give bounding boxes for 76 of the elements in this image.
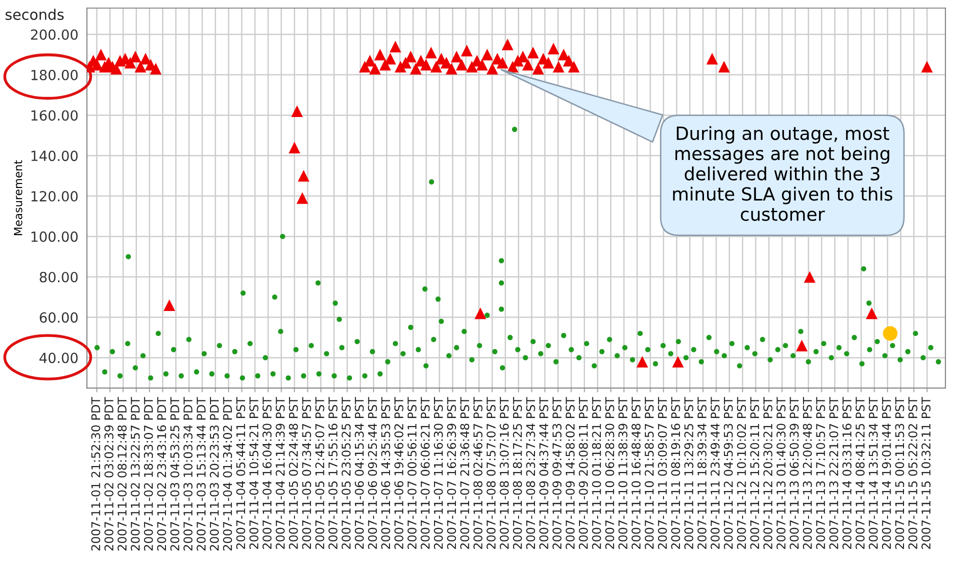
x-tick-label: 2007-11-05 07:34:57 PST <box>302 397 312 549</box>
y-tick-label: 100.00 <box>32 231 78 242</box>
x-tick-label: 2007-11-08 13:07:16 PST <box>500 397 509 549</box>
x-tick-label: 2007-11-13 01:40:30 PST <box>776 397 786 549</box>
x-tick-label: 2007-11-03 04:53:25 PDT <box>170 397 180 551</box>
x-tick-label: 2007-11-02 03:02:39 PDT <box>104 397 114 551</box>
x-tick-label: 2007-11-04 01:34:02 PDT <box>223 397 232 551</box>
x-tick-label: 2007-11-14 19:01:44 PST <box>882 397 891 549</box>
x-tick-label: 2007-11-03 15:13:44 PDT <box>196 397 206 551</box>
x-tick-label: 2007-11-08 07:57:07 PST <box>486 397 496 549</box>
y-tick-label: 60.00 <box>40 312 78 323</box>
y-tick-label: 40.00 <box>39 352 78 364</box>
x-tick-label: 2007-11-14 03:31:16 PST <box>842 397 852 549</box>
x-tick-label: 2007-11-06 09:25:44 PST <box>368 397 378 549</box>
x-tick-label: 2007-11-12 04:59:53 PST <box>724 397 733 549</box>
x-tick-label: 2007-11-14 13:51:34 PST <box>868 397 878 549</box>
x-tick-label: 2007-11-15 00:11:53 PST <box>895 397 904 549</box>
y-axis-title: Measurement <box>14 160 22 236</box>
y-tick-label: 180.00 <box>32 70 78 80</box>
x-tick-label: 2007-11-14 08:41:25 PST <box>856 397 865 549</box>
x-tick-label: 2007-11-10 06:28:30 PST <box>605 397 614 549</box>
x-tick-label: 2007-11-01 21:52:30 PDT <box>91 397 100 551</box>
x-tick-label: 2007-11-03 10:03:34 PDT <box>183 397 192 551</box>
x-tick-label: 2007-11-13 06:50:39 PST <box>790 397 799 549</box>
y-tick-label: 200.00 <box>30 29 78 40</box>
x-tick-label: 2007-11-12 15:20:11 PST <box>750 397 760 549</box>
x-tick-label: 2007-11-04 05:44:11 PST <box>236 397 246 549</box>
x-tick-label: 2007-11-07 11:16:30 PST <box>434 397 443 549</box>
x-tick-label: 2007-11-09 14:58:02 PST <box>566 397 575 549</box>
x-tick-label: 2007-11-07 21:36:48 PST <box>460 397 470 549</box>
x-tick-label: 2007-11-13 17:10:57 PST <box>816 397 826 549</box>
x-tick-label: 2007-11-07 06:06:21 PST <box>420 397 430 549</box>
x-tick-label: 2007-11-11 18:39:34 PST <box>697 397 706 549</box>
y-tick-label: 140.00 <box>32 150 78 162</box>
x-tick-label: 2007-11-11 13:29:25 PST <box>684 397 694 549</box>
x-tick-label: 2007-11-15 05:22:02 PST <box>908 397 918 549</box>
x-tick-label: 2007-11-08 23:27:34 PST <box>526 397 536 549</box>
y-tick-label: 120.00 <box>32 191 78 202</box>
x-tick-label: 2007-11-04 10:54:21 PST <box>249 397 258 549</box>
x-tick-label: 2007-11-04 16:04:30 PST <box>262 397 272 549</box>
x-tick-label: 2007-11-06 04:15:34 PST <box>354 397 364 549</box>
x-tick-label: 2007-11-15 10:32:11 PST <box>921 397 931 549</box>
x-tick-label: 2007-11-11 03:09:07 PST <box>658 397 667 549</box>
x-tick-label: 2007-11-07 00:56:11 PST <box>408 397 417 549</box>
x-tick-label: 2007-11-03 20:23:53 PDT <box>210 397 219 551</box>
x-tick-label: 2007-11-08 18:17:25 PST <box>512 397 522 549</box>
x-tick-label: 2007-11-12 20:30:21 PST <box>763 397 772 549</box>
x-tick-label: 2007-11-08 02:46:57 PST <box>473 397 482 549</box>
x-tick-label: 2007-11-06 19:46:02 PST <box>394 397 404 549</box>
x-tick-label: 2007-11-04 21:14:39 PST <box>276 397 285 549</box>
x-tick-label: 2007-11-11 08:19:16 PST <box>671 397 680 549</box>
annotation: During an outage, most messages are not being delivered within the 3 minute SLA given to this customer <box>673 126 892 221</box>
x-tick-label: 2007-11-05 23:05:25 PST <box>342 397 351 549</box>
x-tick-label: 2007-11-10 11:38:39 PST <box>618 397 628 549</box>
x-tick-label: 2007-11-06 14:35:53 PST <box>381 397 390 549</box>
x-tick-label: 2007-11-13 12:00:48 PST <box>802 397 812 549</box>
x-tick-label: 2007-11-10 16:48:48 PST <box>632 397 641 549</box>
x-tick-label: 2007-11-09 20:08:11 PST <box>578 397 588 549</box>
x-tick-label: 2007-11-05 02:24:48 PST <box>288 397 298 549</box>
x-tick-label: 2007-11-02 08:12:48 PDT <box>118 397 127 551</box>
text: seconds <box>6 8 64 20</box>
x-tick-label: 2007-11-12 10:10:02 PST <box>736 397 746 549</box>
x-tick-label: 2007-11-11 23:49:44 PST <box>710 397 720 549</box>
x-tick-label: 2007-11-02 23:43:16 PDT <box>157 397 166 551</box>
x-tick-label: 2007-11-09 04:37:44 PST <box>539 397 548 549</box>
x-tick-label: 2007-11-07 16:26:39 PST <box>447 397 456 549</box>
x-tick-label: 2007-11-05 12:45:07 PST <box>315 397 324 549</box>
y-tick-label: 160.00 <box>32 110 78 121</box>
x-tick-label: 2007-11-10 01:18:21 PST <box>592 397 602 549</box>
x-tick-label: 2007-11-09 09:47:53 PST <box>552 397 562 549</box>
x-tick-label: 2007-11-05 17:55:16 PST <box>328 397 338 549</box>
x-tick-label: 2007-11-02 13:22:57 PDT <box>130 397 140 551</box>
x-tick-label: 2007-11-13 22:21:07 PST <box>829 397 838 549</box>
y-tick-label: 80.00 <box>40 272 78 282</box>
x-tick-label: 2007-11-10 21:58:57 PST <box>644 397 654 549</box>
x-tick-label: 2007-11-02 18:33:07 PDT <box>144 397 153 551</box>
